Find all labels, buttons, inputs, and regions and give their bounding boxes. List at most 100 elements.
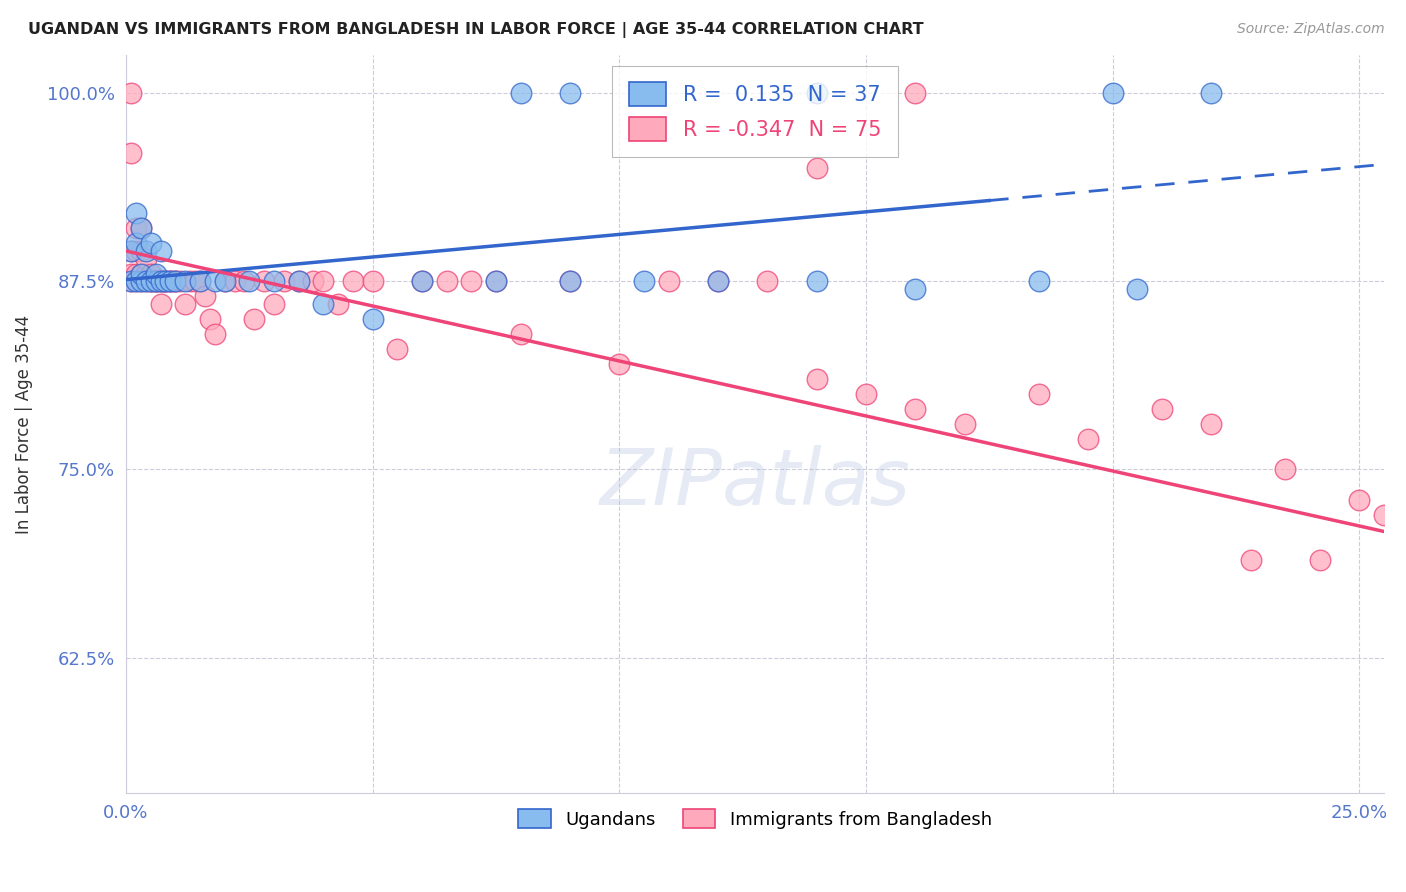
Immigrants from Bangladesh bbox=[159, 274, 181, 288]
Immigrants from Bangladesh bbox=[806, 161, 828, 175]
Immigrants from Bangladesh bbox=[120, 244, 142, 258]
Immigrants from Bangladesh bbox=[159, 274, 181, 288]
Immigrants from Bangladesh bbox=[707, 274, 730, 288]
Immigrants from Bangladesh bbox=[145, 274, 167, 288]
Ugandans bbox=[558, 274, 581, 288]
Ugandans bbox=[149, 244, 172, 258]
Ugandans bbox=[263, 274, 285, 288]
Immigrants from Bangladesh bbox=[198, 311, 221, 326]
Immigrants from Bangladesh bbox=[411, 274, 433, 288]
Immigrants from Bangladesh bbox=[125, 274, 148, 288]
Ugandans bbox=[633, 274, 655, 288]
Immigrants from Bangladesh bbox=[1274, 462, 1296, 476]
Immigrants from Bangladesh bbox=[287, 274, 309, 288]
Immigrants from Bangladesh bbox=[145, 274, 167, 288]
Ugandans bbox=[558, 86, 581, 100]
Immigrants from Bangladesh bbox=[155, 274, 177, 288]
Ugandans bbox=[1028, 274, 1050, 288]
Immigrants from Bangladesh bbox=[509, 326, 531, 341]
Immigrants from Bangladesh bbox=[1150, 402, 1173, 417]
Immigrants from Bangladesh bbox=[658, 274, 681, 288]
Immigrants from Bangladesh bbox=[145, 274, 167, 288]
Immigrants from Bangladesh bbox=[179, 274, 201, 288]
Immigrants from Bangladesh bbox=[558, 274, 581, 288]
Ugandans bbox=[139, 274, 162, 288]
Ugandans bbox=[145, 274, 167, 288]
Immigrants from Bangladesh bbox=[135, 267, 157, 281]
Immigrants from Bangladesh bbox=[806, 372, 828, 386]
Immigrants from Bangladesh bbox=[139, 274, 162, 288]
Ugandans bbox=[155, 274, 177, 288]
Legend: Ugandans, Immigrants from Bangladesh: Ugandans, Immigrants from Bangladesh bbox=[510, 802, 998, 836]
Immigrants from Bangladesh bbox=[607, 357, 630, 371]
Immigrants from Bangladesh bbox=[263, 296, 285, 310]
Immigrants from Bangladesh bbox=[904, 402, 927, 417]
Ugandans bbox=[125, 206, 148, 220]
Immigrants from Bangladesh bbox=[129, 221, 152, 235]
Immigrants from Bangladesh bbox=[165, 274, 187, 288]
Immigrants from Bangladesh bbox=[139, 274, 162, 288]
Immigrants from Bangladesh bbox=[120, 274, 142, 288]
Immigrants from Bangladesh bbox=[184, 274, 207, 288]
Immigrants from Bangladesh bbox=[302, 274, 325, 288]
Ugandans bbox=[120, 274, 142, 288]
Ugandans bbox=[485, 274, 508, 288]
Ugandans bbox=[204, 274, 226, 288]
Ugandans bbox=[806, 86, 828, 100]
Immigrants from Bangladesh bbox=[1199, 417, 1222, 432]
Immigrants from Bangladesh bbox=[253, 274, 276, 288]
Ugandans bbox=[188, 274, 211, 288]
Immigrants from Bangladesh bbox=[125, 267, 148, 281]
Ugandans bbox=[312, 296, 335, 310]
Immigrants from Bangladesh bbox=[155, 274, 177, 288]
Ugandans bbox=[129, 267, 152, 281]
Immigrants from Bangladesh bbox=[904, 86, 927, 100]
Immigrants from Bangladesh bbox=[120, 86, 142, 100]
Ugandans bbox=[129, 221, 152, 235]
Ugandans bbox=[1199, 86, 1222, 100]
Immigrants from Bangladesh bbox=[125, 244, 148, 258]
Immigrants from Bangladesh bbox=[169, 274, 191, 288]
Immigrants from Bangladesh bbox=[436, 274, 458, 288]
Immigrants from Bangladesh bbox=[342, 274, 364, 288]
Ugandans bbox=[125, 274, 148, 288]
Immigrants from Bangladesh bbox=[243, 311, 266, 326]
Immigrants from Bangladesh bbox=[1348, 492, 1371, 507]
Immigrants from Bangladesh bbox=[155, 274, 177, 288]
Immigrants from Bangladesh bbox=[953, 417, 976, 432]
Ugandans bbox=[149, 274, 172, 288]
Immigrants from Bangladesh bbox=[312, 274, 335, 288]
Immigrants from Bangladesh bbox=[125, 221, 148, 235]
Immigrants from Bangladesh bbox=[361, 274, 384, 288]
Immigrants from Bangladesh bbox=[139, 267, 162, 281]
Y-axis label: In Labor Force | Age 35-44: In Labor Force | Age 35-44 bbox=[15, 315, 32, 533]
Ugandans bbox=[707, 274, 730, 288]
Ugandans bbox=[159, 274, 181, 288]
Immigrants from Bangladesh bbox=[1077, 432, 1099, 446]
Immigrants from Bangladesh bbox=[165, 274, 187, 288]
Ugandans bbox=[139, 236, 162, 251]
Ugandans bbox=[135, 274, 157, 288]
Ugandans bbox=[509, 86, 531, 100]
Immigrants from Bangladesh bbox=[460, 274, 482, 288]
Immigrants from Bangladesh bbox=[135, 274, 157, 288]
Ugandans bbox=[904, 282, 927, 296]
Ugandans bbox=[145, 267, 167, 281]
Ugandans bbox=[125, 236, 148, 251]
Immigrants from Bangladesh bbox=[149, 274, 172, 288]
Immigrants from Bangladesh bbox=[855, 387, 877, 401]
Immigrants from Bangladesh bbox=[485, 274, 508, 288]
Immigrants from Bangladesh bbox=[214, 274, 236, 288]
Text: UGANDAN VS IMMIGRANTS FROM BANGLADESH IN LABOR FORCE | AGE 35-44 CORRELATION CHA: UGANDAN VS IMMIGRANTS FROM BANGLADESH IN… bbox=[28, 22, 924, 38]
Ugandans bbox=[287, 274, 309, 288]
Ugandans bbox=[165, 274, 187, 288]
Ugandans bbox=[135, 244, 157, 258]
Immigrants from Bangladesh bbox=[224, 274, 246, 288]
Immigrants from Bangladesh bbox=[149, 274, 172, 288]
Text: ZIPatlas: ZIPatlas bbox=[599, 445, 910, 521]
Immigrants from Bangladesh bbox=[233, 274, 256, 288]
Ugandans bbox=[1101, 86, 1123, 100]
Immigrants from Bangladesh bbox=[129, 267, 152, 281]
Ugandans bbox=[129, 274, 152, 288]
Ugandans bbox=[361, 311, 384, 326]
